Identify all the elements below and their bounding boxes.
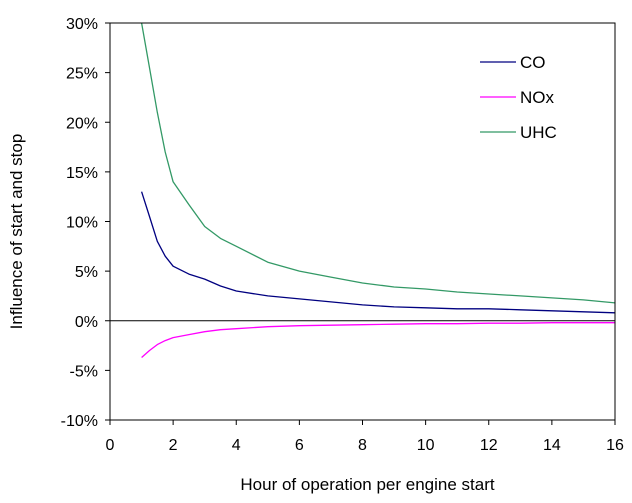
x-tick-label: 14 [543,437,561,454]
y-tick-label: -5% [70,363,98,380]
y-tick-label: 30% [66,16,98,33]
x-tick-label: 2 [169,437,178,454]
series-line-uhc [140,22,616,304]
x-tick-label: 8 [358,437,367,454]
legend-label-co: CO [520,53,546,72]
y-tick-label: 10% [66,215,98,232]
series-line-nox [141,322,615,358]
x-tick-label: 0 [106,437,115,454]
x-tick-label: 4 [232,437,241,454]
y-tick-label: 15% [66,165,98,182]
y-axis-ticks: -10% -5% 0% 5% 10% 15% 20% 25% 30% [61,16,110,430]
x-tick-label: 6 [295,437,304,454]
legend-label-uhc: UHC [520,123,557,142]
y-tick-label: -10% [61,413,98,430]
x-tick-label: 12 [480,437,498,454]
legend: CO NOx UHC [480,53,557,142]
series-lines [140,22,616,358]
series-line-co [140,191,616,314]
x-tick-label: 16 [606,437,624,454]
y-tick-label: 5% [75,264,98,281]
x-axis-ticks: 0 2 4 6 8 10 12 14 16 [106,420,624,454]
plot-area-frame [109,22,616,421]
y-tick-label: 0% [75,314,98,331]
x-axis-label: Hour of operation per engine start [240,475,494,494]
y-axis-label: Influence of start and stop [7,134,26,330]
y-tick-label: 20% [66,115,98,132]
y-tick-label: 25% [66,66,98,83]
legend-label-nox: NOx [520,88,555,107]
x-tick-label: 10 [417,437,435,454]
